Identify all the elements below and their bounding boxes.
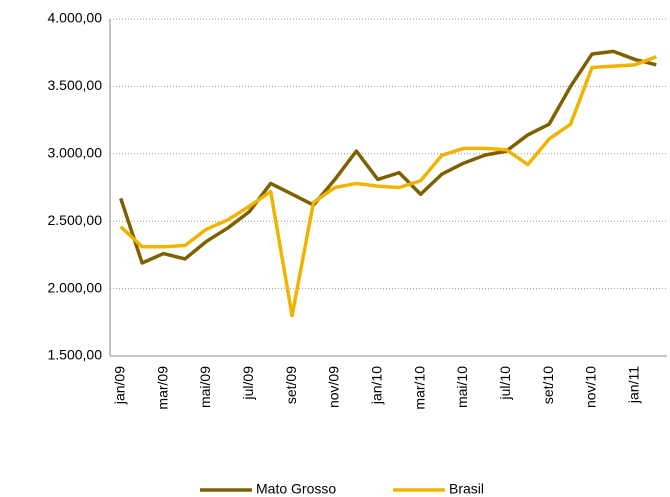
x-tick-label: set/10 (540, 366, 556, 404)
y-tick-label: 3.000,00 (48, 145, 103, 161)
y-tick-label: 2.000,00 (48, 279, 103, 295)
y-tick-label: 2.500,00 (48, 212, 103, 228)
x-tick-label: mai/10 (454, 366, 470, 408)
x-tick-label: jul/09 (240, 366, 256, 401)
y-tick-label: 3.500,00 (48, 77, 103, 93)
y-tick-label: 1.500,00 (48, 347, 103, 363)
y-tick-label: 4.000,00 (48, 10, 103, 26)
x-tick-label: jan/10 (368, 366, 384, 405)
x-tick-label: set/09 (283, 366, 299, 404)
x-tick-label: mar/09 (154, 366, 170, 410)
series-line (119, 49, 657, 265)
legend-label: Mato Grosso (256, 481, 336, 497)
x-tick-label: nov/10 (583, 366, 599, 408)
x-tick-label: jan/09 (111, 366, 127, 405)
series-line (119, 55, 657, 318)
x-tick-label: jul/10 (497, 366, 513, 401)
legend-label: Brasil (449, 481, 484, 497)
x-tick-label: mar/10 (411, 366, 427, 410)
x-tick-label: mai/09 (197, 366, 213, 408)
x-tick-label: nov/09 (326, 366, 342, 408)
x-tick-label: jan/11 (626, 366, 642, 404)
